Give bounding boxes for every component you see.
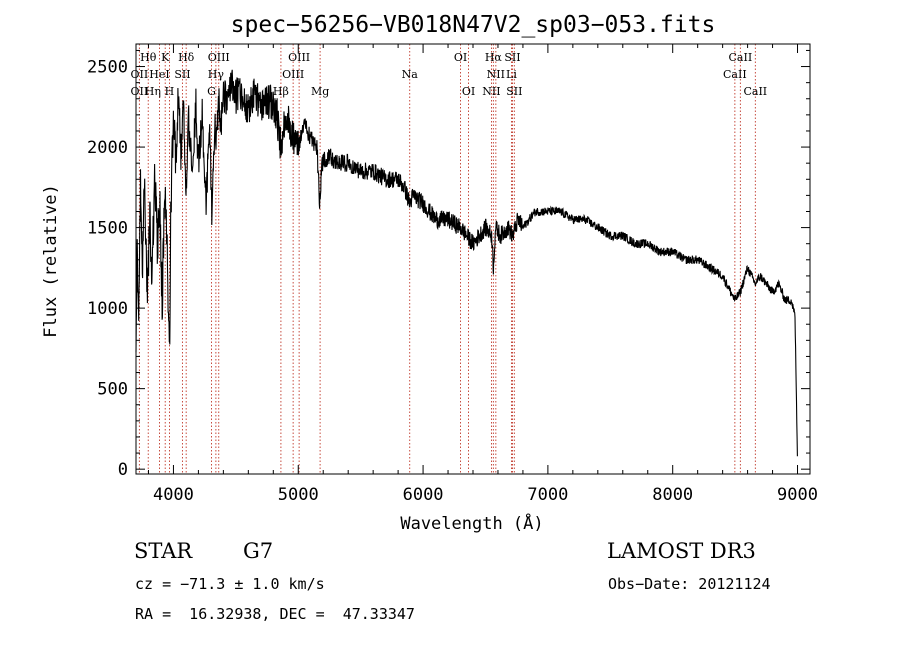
line-label-6: Hα (485, 51, 503, 64)
x-axis: 4000 5000 6000 7000 8000 9000 (147, 44, 818, 505)
y-tick-label-0: 0 (118, 460, 128, 480)
x-tick-label-4: 8000 (652, 485, 693, 505)
y-tick-label-3: 1500 (87, 219, 128, 239)
y-tick-label-2: 1000 (87, 299, 128, 319)
spectrum-series-line (135, 69, 798, 457)
line-label-0: Hθ (140, 51, 157, 64)
x-tick-label-2: 6000 (403, 485, 444, 505)
line-label-21: G (207, 85, 216, 98)
x-tick-label-1: 5000 (278, 485, 319, 505)
line-label-5: OI (454, 51, 467, 64)
line-label-4: OIII (288, 51, 310, 64)
line-label-8: CaII (729, 51, 753, 64)
line-label-26: SII (506, 85, 522, 98)
x-axis-label: Wavelength (Å) (400, 512, 543, 534)
x-tick-label-3: 7000 (527, 485, 568, 505)
line-label-15: NII (487, 68, 505, 81)
line-label-7: SII (504, 51, 520, 64)
line-label-19: Hη (145, 85, 161, 98)
y-tick-label-1: 500 (97, 380, 128, 400)
redshift-velocity: cz = −71.3 ± 1.0 km/s (135, 575, 325, 593)
line-label-20: H (165, 85, 175, 98)
spectral-subclass: G7 (243, 539, 274, 563)
line-label-14: Na (402, 68, 419, 81)
line-label-12: Hγ (208, 68, 225, 81)
object-class: STAR (134, 539, 193, 563)
line-label-9: OII (131, 68, 149, 81)
chart-title: spec−56256−VB018N47V2_sp03−053.fits (231, 12, 716, 38)
y-axis-label: Flux (relative) (41, 184, 61, 338)
line-label-17: CaII (723, 68, 747, 81)
y-tick-label-4: 2000 (87, 138, 128, 158)
line-label-22: Hβ (273, 85, 289, 98)
line-label-1: K (161, 51, 170, 64)
line-label-18: OII (131, 85, 149, 98)
line-label-16: Li (506, 68, 517, 81)
y-axis: 0 500 1000 1500 2000 2500 (87, 49, 810, 480)
line-label-13: OIII (282, 68, 304, 81)
line-label-24: OI (462, 85, 475, 98)
emission-line-markers (138, 44, 756, 474)
line-label-23: Mg (311, 85, 329, 98)
x-tick-label-5: 9000 (777, 485, 818, 505)
line-label-10: HeI (149, 68, 169, 81)
x-tick-label-0: 4000 (153, 485, 194, 505)
y-tick-label-5: 2500 (87, 58, 128, 78)
line-label-2: Hδ (178, 51, 195, 64)
line-label-3: OIII (208, 51, 230, 64)
line-label-27: CaII (743, 85, 767, 98)
survey-name: LAMOST DR3 (607, 539, 756, 563)
line-label-11: SII (174, 68, 190, 81)
line-label-25: NII (482, 85, 500, 98)
sky-coordinates: RA = 16.32938, DEC = 47.33347 (135, 605, 415, 623)
observation-date: Obs−Date: 20121124 (608, 575, 771, 593)
plot-frame (135, 43, 811, 475)
